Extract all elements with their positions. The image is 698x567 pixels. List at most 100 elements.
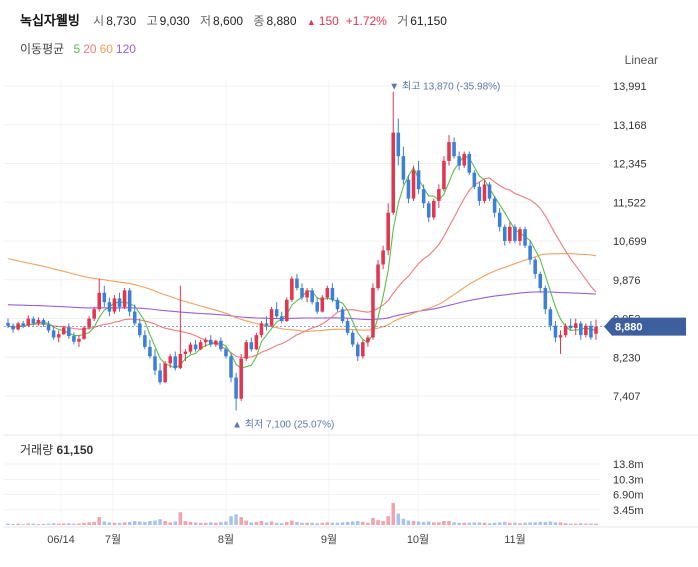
low-value: 8,600 (213, 14, 244, 28)
candle-body (285, 299, 289, 321)
candle-body (538, 273, 543, 289)
volume-bar (46, 523, 51, 525)
candle-body (224, 349, 228, 357)
volume-bar (198, 522, 203, 525)
volume-bar (396, 513, 401, 525)
volume-bar (21, 524, 25, 525)
candle-body (416, 170, 421, 190)
candle-body (112, 298, 117, 312)
volume-bar (92, 521, 96, 525)
volume-tick-label: 13.8m (613, 459, 644, 471)
max-price-annotation: ▼ 최고 13,870 (-35.98%) (389, 81, 500, 93)
volume-bar (508, 522, 512, 525)
candle-body (528, 245, 532, 260)
price-tick-label: 13,168 (613, 120, 647, 132)
volume-bar (315, 523, 319, 525)
candle-body (579, 323, 583, 336)
low-label: 저 (200, 14, 212, 28)
candle-body (138, 323, 142, 336)
ma-legend-item-120[interactable]: 120 (115, 42, 136, 56)
ma-legend-item-20[interactable]: 20 (83, 42, 97, 56)
price-header: 녹십자웰빙 시 8,730 고 9,030 저 8,600 종 8,880 ▲ 150 +1… (20, 10, 454, 29)
candle-body (36, 320, 41, 324)
price-tick-label: 11,522 (613, 197, 646, 209)
candle-body (188, 344, 193, 352)
candle-body (254, 335, 259, 350)
volume-bar (452, 522, 456, 525)
stock-name: 녹십자웰빙 (20, 13, 80, 28)
ma-legend-item-60[interactable]: 60 (99, 42, 113, 56)
volume-bar (558, 522, 563, 525)
candle-body (178, 353, 183, 369)
ma5-line (7, 155, 597, 369)
price-tick-label: 9,876 (613, 275, 641, 287)
volume-bar (67, 523, 71, 525)
candle-body (193, 344, 198, 350)
volume-bar (391, 502, 396, 525)
change-value: 150 (318, 14, 339, 28)
candle-body (234, 377, 238, 399)
volume-bar (584, 523, 588, 525)
volume-bar (340, 522, 345, 525)
candle-body (563, 325, 568, 336)
candle-body (143, 335, 147, 347)
candle-body (543, 288, 548, 310)
volume-bar (376, 520, 380, 525)
volume-bar (264, 522, 269, 525)
candle-body (340, 309, 345, 321)
volume-bar (416, 521, 421, 525)
candle-body (518, 229, 522, 241)
moving-average-legend[interactable]: 이동평균 5 20 60 120 (20, 40, 136, 57)
volume-bar (502, 521, 507, 525)
volume-bar (6, 523, 10, 525)
price-tick-label: 7,407 (613, 391, 641, 403)
candle-body (102, 292, 107, 303)
volume-bar (335, 522, 340, 525)
candle-body (16, 323, 20, 330)
price-tick-label: 12,345 (613, 159, 647, 171)
volume-bar (432, 522, 436, 525)
volume-bar (594, 523, 598, 525)
candle-body (249, 342, 254, 350)
volume-bar (163, 521, 167, 525)
candle-body (219, 340, 223, 350)
volume-bar (193, 522, 198, 525)
candle-body (437, 189, 441, 201)
volume-bar (477, 522, 482, 525)
volume-bar (254, 521, 259, 525)
candle-body (168, 356, 172, 364)
scale-mode-toggle[interactable]: Linear (624, 53, 658, 67)
volume-bar (127, 521, 132, 525)
candle-body (148, 346, 152, 357)
volume-bar (244, 520, 249, 525)
volume-panel-label: 거래량 61,150 (20, 443, 93, 457)
candle-body (558, 335, 563, 338)
candle-body (361, 342, 365, 357)
price-tick-label: 10,699 (613, 236, 647, 248)
candle-body (513, 226, 517, 241)
candle-body (594, 326, 598, 334)
candle-body (305, 290, 309, 298)
candle-body (290, 278, 294, 300)
candle-body (158, 370, 162, 383)
candle-body (396, 132, 401, 157)
change-percent: +1.72% (345, 14, 387, 28)
candle-body (77, 338, 81, 342)
candle-body (523, 229, 527, 246)
volume-bar (406, 520, 411, 525)
volume-bar (345, 521, 350, 525)
candle-body (573, 323, 578, 329)
volume-bar (355, 521, 360, 525)
close-value: 8,880 (266, 14, 297, 28)
volume-bar (56, 523, 61, 525)
volume-bar (482, 522, 487, 525)
candle-body (325, 288, 330, 298)
close-label: 종 (253, 14, 265, 28)
ma-legend-item-5[interactable]: 5 (73, 42, 81, 56)
volume-bar (51, 523, 56, 525)
candle-body (82, 327, 86, 339)
volume-bar (61, 523, 66, 525)
candle-body (173, 356, 178, 369)
high-value: 9,030 (159, 14, 190, 28)
